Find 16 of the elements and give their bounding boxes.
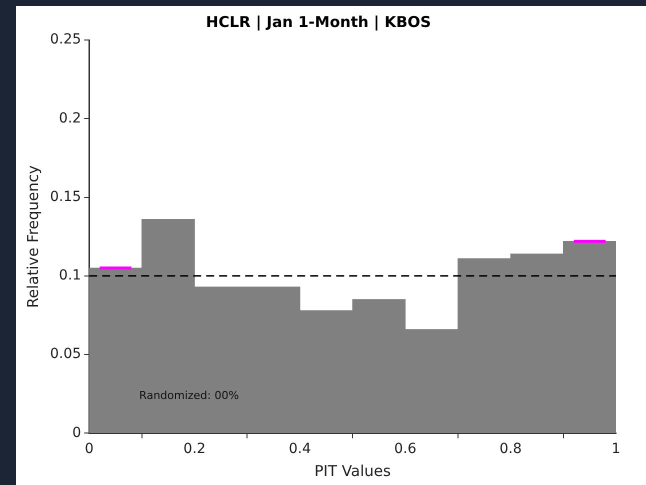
y-axis-title: Relative Frequency xyxy=(24,165,42,308)
x-tick-label: 0.8 xyxy=(500,441,522,458)
y-tick-label: 0.25 xyxy=(50,32,82,48)
annotation: Randomized: 00% xyxy=(139,389,239,402)
x-tick-label: 1 xyxy=(612,441,620,458)
y-tick-label: 0.05 xyxy=(50,346,82,362)
x-tick-label: 0 xyxy=(84,441,94,458)
x-tick-label: 0.2 xyxy=(183,441,206,458)
y-tick-label: 0.15 xyxy=(50,188,82,205)
y-tick-label: 0 xyxy=(72,424,82,441)
chart-title: HCLR | Jan 1-Month | KBOS xyxy=(206,12,432,31)
y-tick-label: 0.2 xyxy=(58,110,82,126)
y-tick-label: 0.1 xyxy=(58,268,82,284)
x-axis-title: PIT Values xyxy=(314,462,391,480)
x-tick-label: 0.4 xyxy=(288,441,312,458)
x-tick-label: 0.6 xyxy=(394,441,416,458)
